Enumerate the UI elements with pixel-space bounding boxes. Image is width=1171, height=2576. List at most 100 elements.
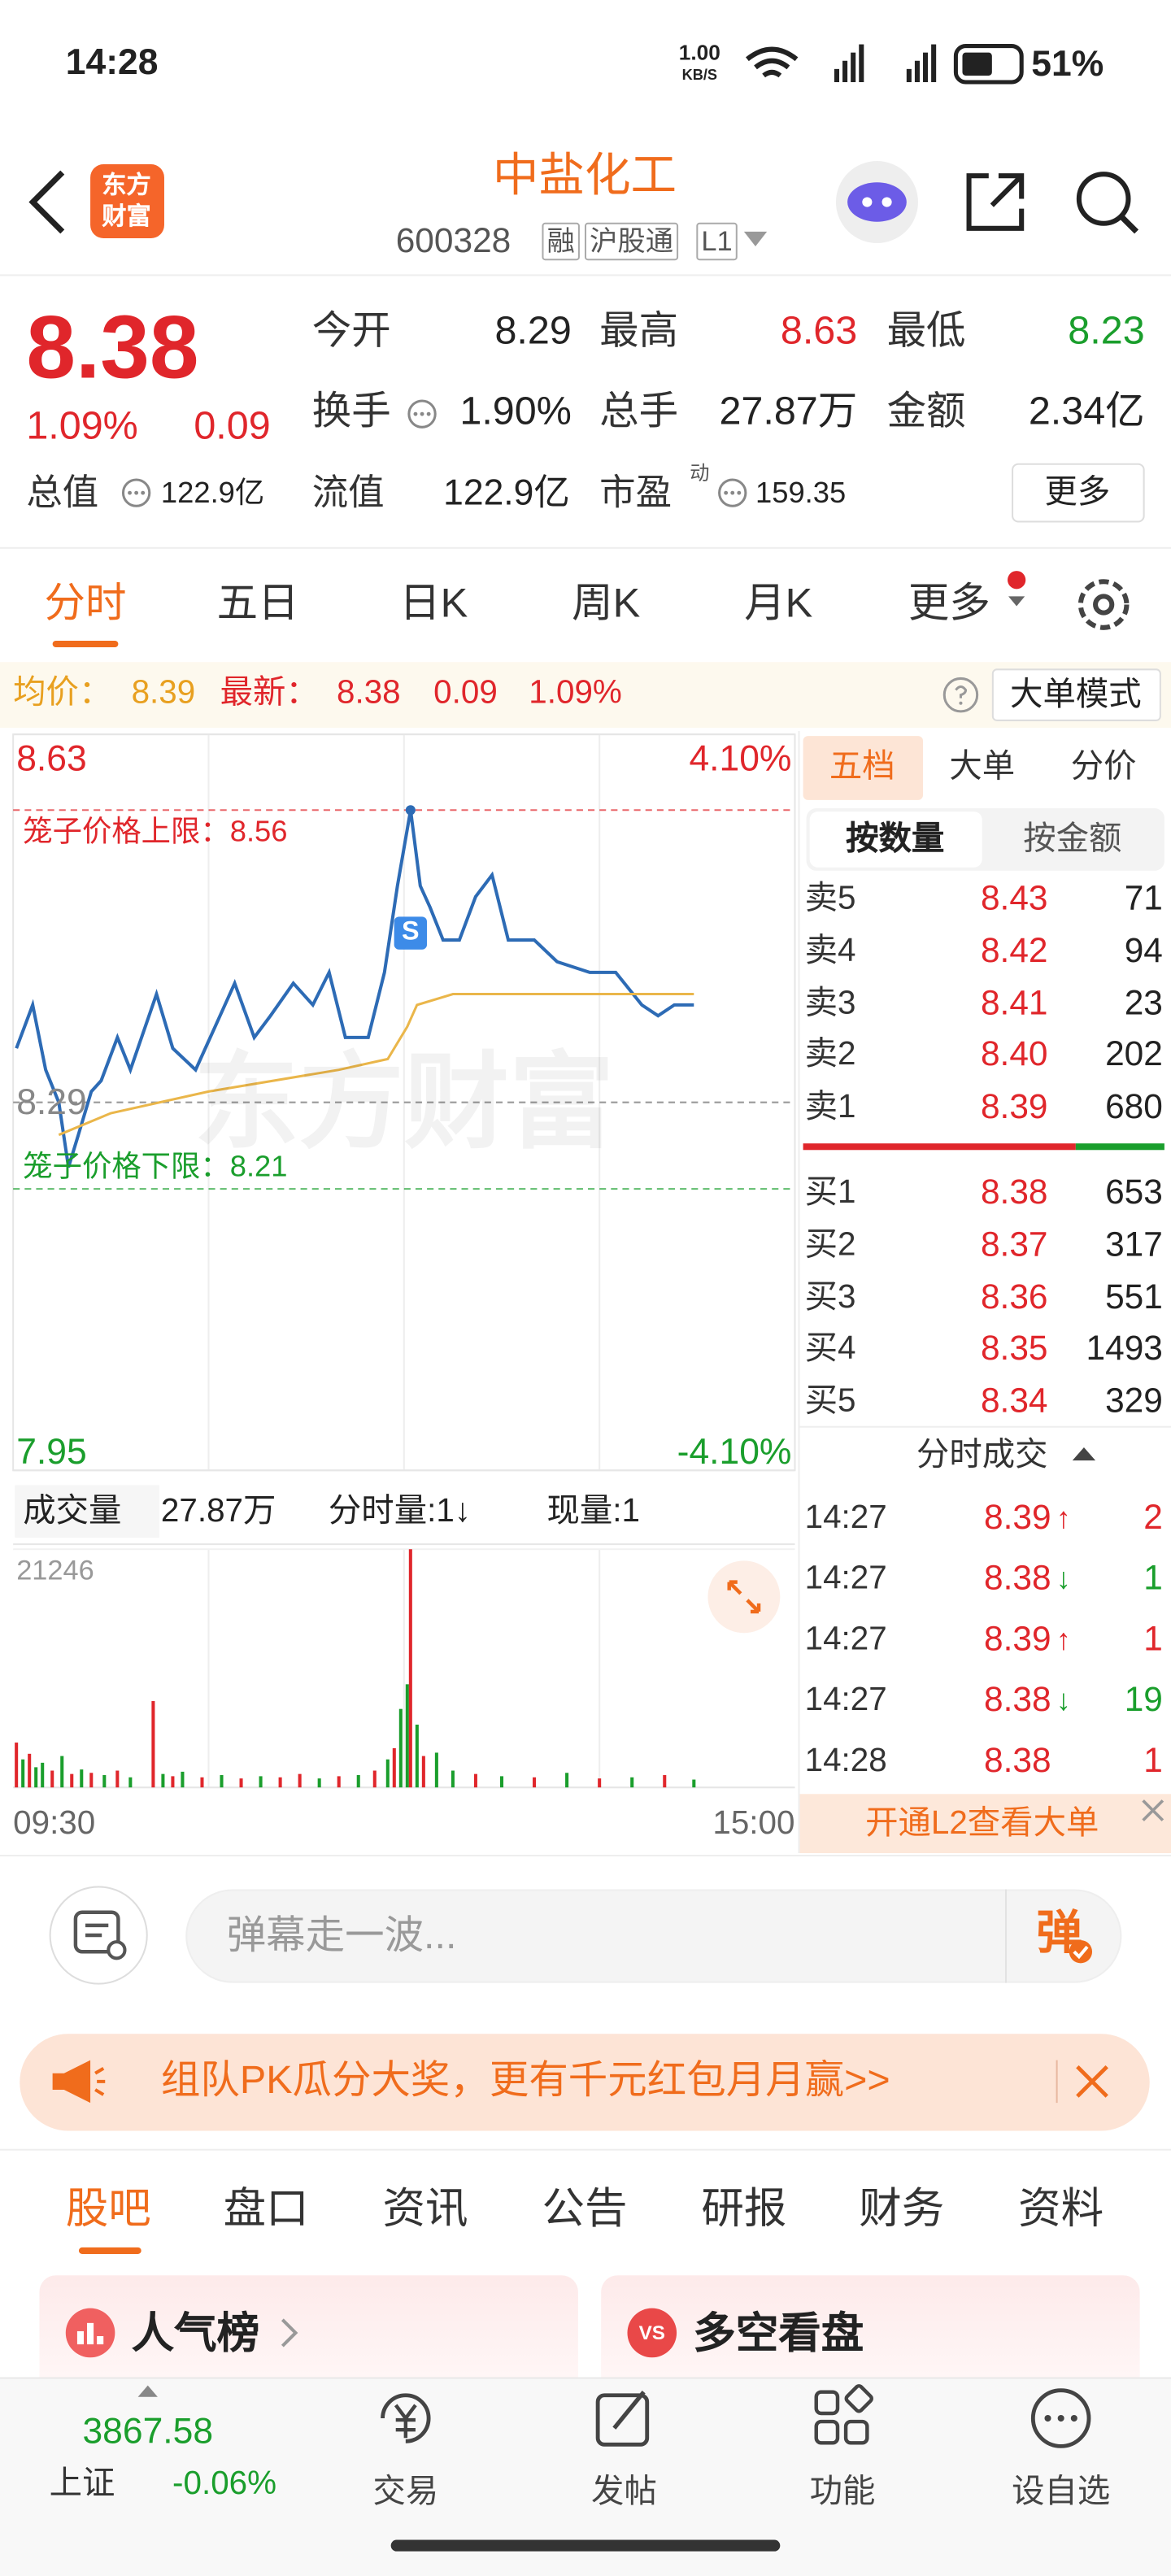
volume-period[interactable]: 分时量:1↓ [328,1493,471,1530]
tab[interactable]: 周K [572,581,641,627]
l2-label[interactable]: 开通L2查看大单 [865,1805,1099,1842]
close-icon[interactable] [1074,2064,1110,2100]
book-level: 买5 [804,1383,856,1421]
battery: 51% [1031,42,1104,85]
help-icon[interactable] [941,675,980,714]
field-label: 金额 [886,389,966,434]
banner[interactable] [20,2034,1150,2131]
tab[interactable]: 日K [399,581,468,627]
home-indicator [390,2539,781,2552]
robot-icon[interactable] [834,159,920,245]
post-icon[interactable] [591,2386,657,2452]
nav-label[interactable]: 设自选 [1012,2474,1111,2511]
danmu-button[interactable]: 弹 [1036,1907,1082,1959]
more-button[interactable] [1012,463,1145,523]
field-value: 8.29 [494,308,572,354]
trade-time: 14:28 [804,1743,887,1780]
volume-bar [278,1777,282,1788]
volume-bar [317,1778,321,1788]
trade-icon[interactable] [372,2386,438,2452]
panel-tab[interactable]: 五档 [829,749,895,785]
function-icon[interactable] [810,2384,876,2452]
trade-time: 14:27 [804,1621,887,1658]
panel-tab[interactable]: 分价 [1070,749,1137,785]
trades-title[interactable]: 分时成交 [916,1437,1048,1474]
field-label: 总值 [26,471,99,513]
field-value: 122.9亿 [160,476,265,510]
section-tab[interactable]: 财务 [859,2183,945,2233]
y-tick-label: 7.95 [16,1430,87,1473]
nav-label[interactable]: 交易 [372,2474,439,2511]
mode-selected [809,812,982,868]
more-button-label[interactable]: 更多 [1044,474,1111,511]
x-tick-label: 15:00 [712,1805,795,1842]
nav-label[interactable]: 发帖 [591,2474,657,2511]
volume-bar [398,1708,403,1788]
share-icon[interactable] [962,169,1028,235]
settings-icon[interactable] [1074,575,1134,634]
field-label: 总手 [599,389,679,434]
tab[interactable]: 分时 [44,581,127,627]
book-price: 8.42 [980,932,1048,970]
back-icon[interactable] [26,169,69,235]
marker-box [394,916,428,950]
section-tab[interactable]: 资讯 [382,2183,468,2233]
l2-bar[interactable] [799,1794,1171,1854]
search-icon[interactable] [1074,169,1143,238]
section-underline [78,2247,141,2254]
expand-icon[interactable] [707,1560,781,1634]
status-icons [746,44,1024,85]
limit-label: 笼子价格下限：8.21 [23,1149,288,1183]
section-tab[interactable]: 公告 [542,2183,628,2233]
book-level: 卖2 [804,1037,856,1074]
volume-bar [151,1701,155,1788]
panel-tab[interactable]: 大单 [949,749,1016,785]
card[interactable] [601,2275,1140,2378]
field-value: 2.34亿 [1028,389,1145,434]
book-volume: 71 [1124,879,1163,918]
logo-text: 财富 [102,202,151,231]
section-tab[interactable]: 盘口 [223,2183,309,2233]
watchlist-icon[interactable] [1028,2386,1094,2452]
card[interactable] [39,2275,578,2378]
nav-label[interactable]: 功能 [809,2474,876,2511]
mode-option[interactable]: 按数量 [846,821,945,858]
book-volume: 680 [1105,1088,1163,1127]
tab[interactable]: 更多 [908,581,990,627]
net-unit: KB/S [681,66,718,84]
card-title: 人气榜 [131,2308,260,2358]
avg-value: 8.39 [131,675,196,711]
stock-tag: L1 [696,222,738,261]
danmu-icon[interactable] [49,1886,148,1985]
danmu-input[interactable] [185,1889,1122,1983]
banner-text[interactable]: 组队PK瓜分大奖，更有千元红包月月赢>> [160,2058,890,2104]
last-change-pct: 1.09% [529,675,622,711]
volume-bar [385,1759,390,1788]
chevron [281,2318,298,2348]
mode-button-label[interactable]: 大单模式 [1010,677,1142,713]
section-tab[interactable]: 股吧 [65,2183,151,2233]
volume-bar [356,1775,360,1788]
trade-arrow: ↑ [1056,1501,1071,1535]
tab[interactable]: 五日 [216,581,299,627]
index-value[interactable]: 3867.58 [82,2409,214,2452]
stock-tag: 沪股通 [584,222,679,261]
tab-highlight [803,736,924,800]
index-arrow [137,2385,158,2397]
limit-label: 笼子价格上限：8.56 [23,815,288,848]
danmu-placeholder[interactable]: 弹幕走一波... [226,1913,457,1959]
mode-button[interactable] [991,668,1161,721]
volume-bar [630,1777,634,1788]
logo-text: 东方 [102,172,151,200]
close-icon[interactable] [1138,1795,1168,1825]
mode-option[interactable]: 按金额 [1023,821,1122,858]
field-value: 122.9亿 [443,471,570,513]
tab[interactable]: 月K [744,581,813,627]
separator [1056,2060,1058,2104]
ratio-bar-bid [1075,1143,1164,1151]
volume-bar [34,1767,38,1788]
section-tab[interactable]: 研报 [701,2183,787,2233]
field-label: 最低 [886,308,966,354]
section-tab[interactable]: 资料 [1018,2183,1104,2233]
volume-bar [50,1770,54,1788]
